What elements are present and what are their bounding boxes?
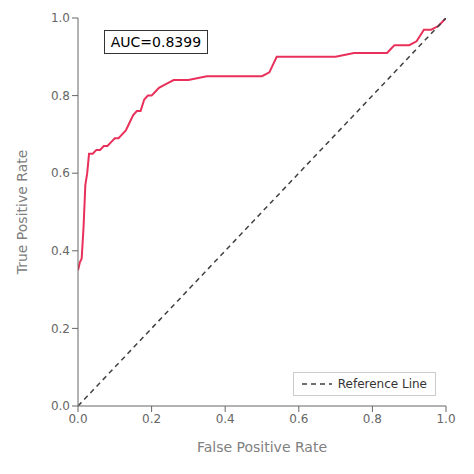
svg-text:0.2: 0.2 xyxy=(142,412,161,426)
svg-text:0.8: 0.8 xyxy=(51,89,70,103)
svg-text:True Positive Rate: True Positive Rate xyxy=(14,150,30,276)
html-text:Reference Line: Reference Line xyxy=(337,377,427,391)
svg-text:0.0: 0.0 xyxy=(68,412,87,426)
svg-text:0.2: 0.2 xyxy=(51,322,70,336)
svg-text:0.6: 0.6 xyxy=(289,412,308,426)
svg-text:1.0: 1.0 xyxy=(51,11,70,25)
svg-text:0.4: 0.4 xyxy=(51,244,70,258)
svg-text:0.0: 0.0 xyxy=(51,399,70,413)
html-text:AUC=0.8399: AUC=0.8399 xyxy=(110,33,202,50)
svg-text:1.0: 1.0 xyxy=(436,412,455,426)
svg-text:0.4: 0.4 xyxy=(216,412,235,426)
svg-text:False Positive Rate: False Positive Rate xyxy=(197,439,327,455)
svg-text:0.8: 0.8 xyxy=(363,412,382,426)
svg-text:0.6: 0.6 xyxy=(51,166,70,180)
